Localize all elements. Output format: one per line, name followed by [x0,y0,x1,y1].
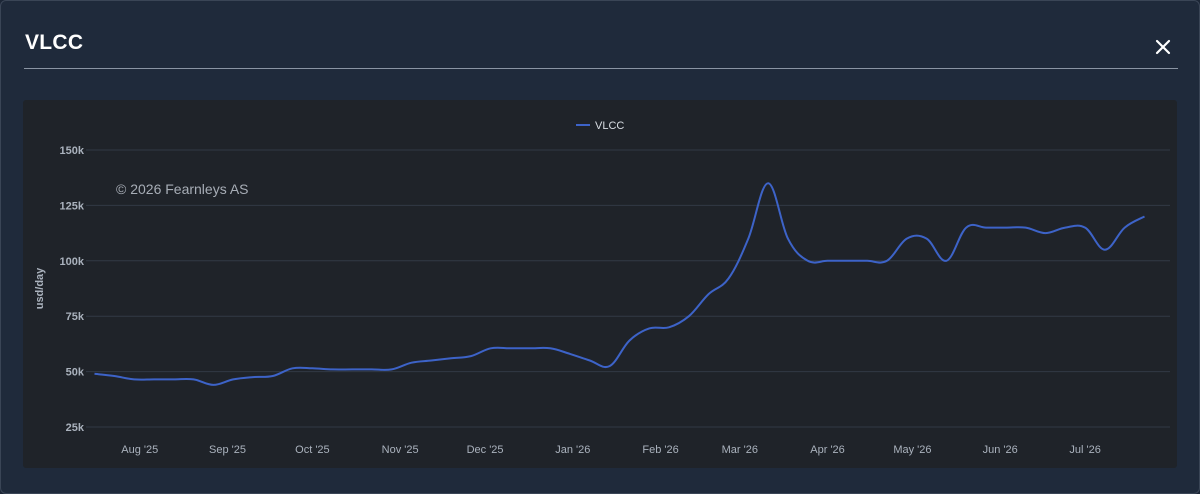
x-tick-label: Jan '26 [555,444,590,456]
y-axis-title: usd/day [34,267,46,309]
x-tick-label: Feb '26 [642,444,678,456]
legend[interactable]: VLCC [576,120,624,132]
chart-credit: © 2026 Fearnleys AS [116,181,249,197]
legend-item-vlcc[interactable]: VLCC [595,120,624,132]
gridlines [86,149,1170,428]
y-tick-label: 25k [66,422,85,434]
y-tick-label: 100k [60,256,85,268]
modal-title: VLCC [25,31,84,54]
x-tick-label: Jun '26 [983,444,1018,456]
x-tick-label: Oct '25 [295,444,330,456]
x-tick-label: Mar '26 [722,444,758,456]
x-tick-label: Dec '25 [467,444,504,456]
line-chart: 25k 50k 75k 100k 125k 150k Aug '25 Sep '25 Oct … [34,120,1170,456]
chart-panel: 25k 50k 75k 100k 125k 150k Aug '25 Sep '25 Oct … [23,100,1177,468]
x-tick-label: Apr '26 [810,444,845,456]
y-tick-label: 75k [66,311,85,323]
x-tick-label: May '26 [893,444,931,456]
series-group [94,182,1145,386]
x-tick-label: Aug '25 [121,444,158,456]
y-tick-label: 150k [60,145,85,157]
x-tick-label: Nov '25 [382,444,419,456]
x-tick-label: Jul '26 [1069,444,1100,456]
title-divider [24,68,1178,69]
x-axis: Aug '25 Sep '25 Oct '25 Nov '25 Dec '25 Jan '… [121,444,1101,456]
y-tick-label: 50k [66,367,85,379]
close-icon [1155,39,1171,55]
y-axis: 25k 50k 75k 100k 125k 150k [60,145,85,434]
y-tick-label: 125k [60,200,85,212]
x-tick-label: Sep '25 [209,444,246,456]
close-button[interactable] [1149,33,1177,61]
series-line-vlcc[interactable] [94,182,1145,386]
